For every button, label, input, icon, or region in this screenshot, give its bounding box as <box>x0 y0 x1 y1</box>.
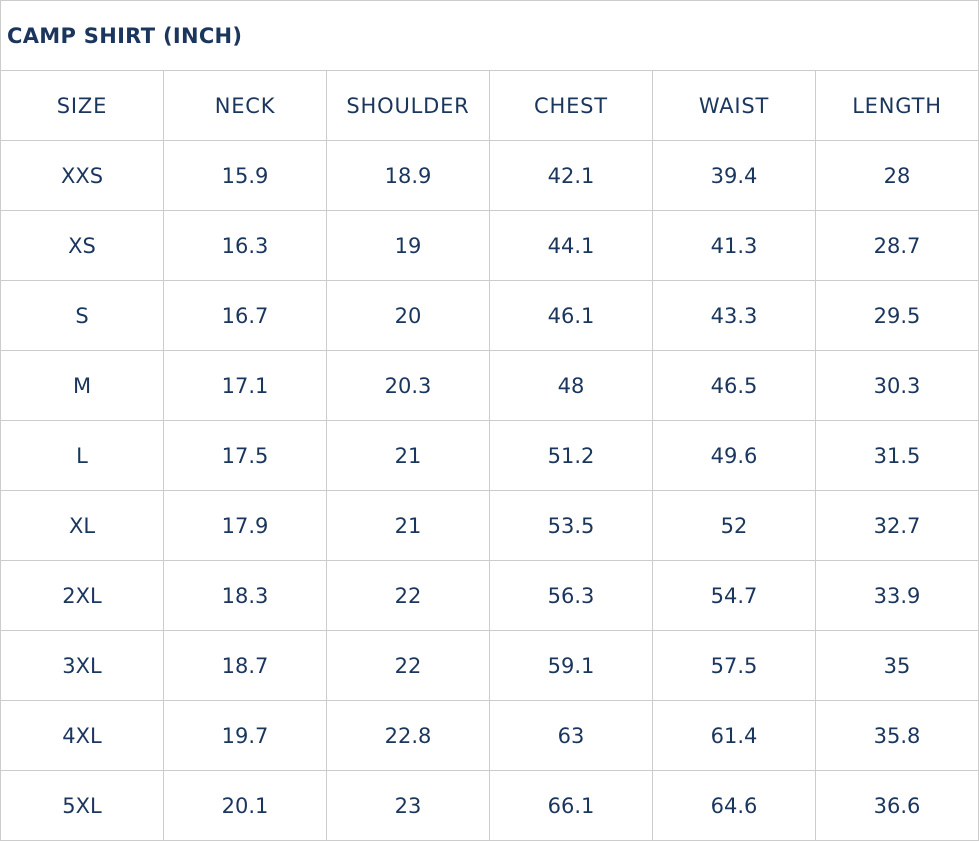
cell-size: 4XL <box>0 700 164 771</box>
cell-waist: 46.5 <box>652 350 816 421</box>
column-header-neck: NECK <box>163 70 327 141</box>
cell-shoulder: 18.9 <box>326 140 490 211</box>
cell-length: 32.7 <box>815 490 979 561</box>
cell-waist: 39.4 <box>652 140 816 211</box>
cell-neck: 20.1 <box>163 770 327 841</box>
cell-waist: 41.3 <box>652 210 816 281</box>
cell-size: M <box>0 350 164 421</box>
cell-shoulder: 21 <box>326 490 490 561</box>
cell-waist: 64.6 <box>652 770 816 841</box>
cell-size: 5XL <box>0 770 164 841</box>
column-header-chest: CHEST <box>489 70 653 141</box>
cell-chest: 44.1 <box>489 210 653 281</box>
cell-size: XL <box>0 490 164 561</box>
cell-size: XXS <box>0 140 164 211</box>
cell-chest: 59.1 <box>489 630 653 701</box>
cell-length: 29.5 <box>815 280 979 351</box>
column-header-size: SIZE <box>0 70 164 141</box>
cell-neck: 16.7 <box>163 280 327 351</box>
table-row: M 17.1 20.3 48 46.5 30.3 <box>0 350 979 421</box>
cell-length: 35 <box>815 630 979 701</box>
cell-length: 28.7 <box>815 210 979 281</box>
cell-shoulder: 21 <box>326 420 490 491</box>
cell-waist: 61.4 <box>652 700 816 771</box>
cell-chest: 56.3 <box>489 560 653 631</box>
cell-shoulder: 19 <box>326 210 490 281</box>
cell-shoulder: 22 <box>326 560 490 631</box>
column-header-shoulder: SHOULDER <box>326 70 490 141</box>
cell-waist: 49.6 <box>652 420 816 491</box>
table-row: 3XL 18.7 22 59.1 57.5 35 <box>0 630 979 701</box>
cell-chest: 53.5 <box>489 490 653 561</box>
cell-neck: 18.3 <box>163 560 327 631</box>
cell-length: 31.5 <box>815 420 979 491</box>
cell-neck: 17.9 <box>163 490 327 561</box>
column-header-length: LENGTH <box>815 70 979 141</box>
cell-shoulder: 22 <box>326 630 490 701</box>
cell-waist: 54.7 <box>652 560 816 631</box>
table-row: XS 16.3 19 44.1 41.3 28.7 <box>0 210 979 281</box>
cell-chest: 51.2 <box>489 420 653 491</box>
table-row: 5XL 20.1 23 66.1 64.6 36.6 <box>0 770 979 841</box>
table-row: XXS 15.9 18.9 42.1 39.4 28 <box>0 140 979 211</box>
table-row: 4XL 19.7 22.8 63 61.4 35.8 <box>0 700 979 771</box>
table-row: 2XL 18.3 22 56.3 54.7 33.9 <box>0 560 979 631</box>
cell-shoulder: 22.8 <box>326 700 490 771</box>
cell-neck: 15.9 <box>163 140 327 211</box>
cell-neck: 18.7 <box>163 630 327 701</box>
cell-length: 33.9 <box>815 560 979 631</box>
chart-title: CAMP SHIRT (INCH) <box>0 0 979 70</box>
cell-shoulder: 20.3 <box>326 350 490 421</box>
cell-neck: 19.7 <box>163 700 327 771</box>
cell-neck: 17.1 <box>163 350 327 421</box>
cell-size: 3XL <box>0 630 164 701</box>
cell-waist: 52 <box>652 490 816 561</box>
cell-waist: 43.3 <box>652 280 816 351</box>
cell-chest: 42.1 <box>489 140 653 211</box>
table-row: XL 17.9 21 53.5 52 32.7 <box>0 490 979 561</box>
cell-chest: 63 <box>489 700 653 771</box>
cell-shoulder: 23 <box>326 770 490 841</box>
size-table: SIZE NECK SHOULDER CHEST WAIST LENGTH XXS 15.9 1… <box>0 70 979 841</box>
cell-shoulder: 20 <box>326 280 490 351</box>
cell-neck: 16.3 <box>163 210 327 281</box>
cell-size: XS <box>0 210 164 281</box>
cell-length: 28 <box>815 140 979 211</box>
table-row: L 17.5 21 51.2 49.6 31.5 <box>0 420 979 491</box>
cell-size: L <box>0 420 164 491</box>
cell-length: 30.3 <box>815 350 979 421</box>
cell-length: 35.8 <box>815 700 979 771</box>
cell-chest: 48 <box>489 350 653 421</box>
cell-chest: 46.1 <box>489 280 653 351</box>
cell-neck: 17.5 <box>163 420 327 491</box>
table-row: S 16.7 20 46.1 43.3 29.5 <box>0 280 979 351</box>
cell-size: S <box>0 280 164 351</box>
table-header-row: SIZE NECK SHOULDER CHEST WAIST LENGTH <box>0 70 979 141</box>
cell-size: 2XL <box>0 560 164 631</box>
cell-length: 36.6 <box>815 770 979 841</box>
column-header-waist: WAIST <box>652 70 816 141</box>
cell-chest: 66.1 <box>489 770 653 841</box>
cell-waist: 57.5 <box>652 630 816 701</box>
